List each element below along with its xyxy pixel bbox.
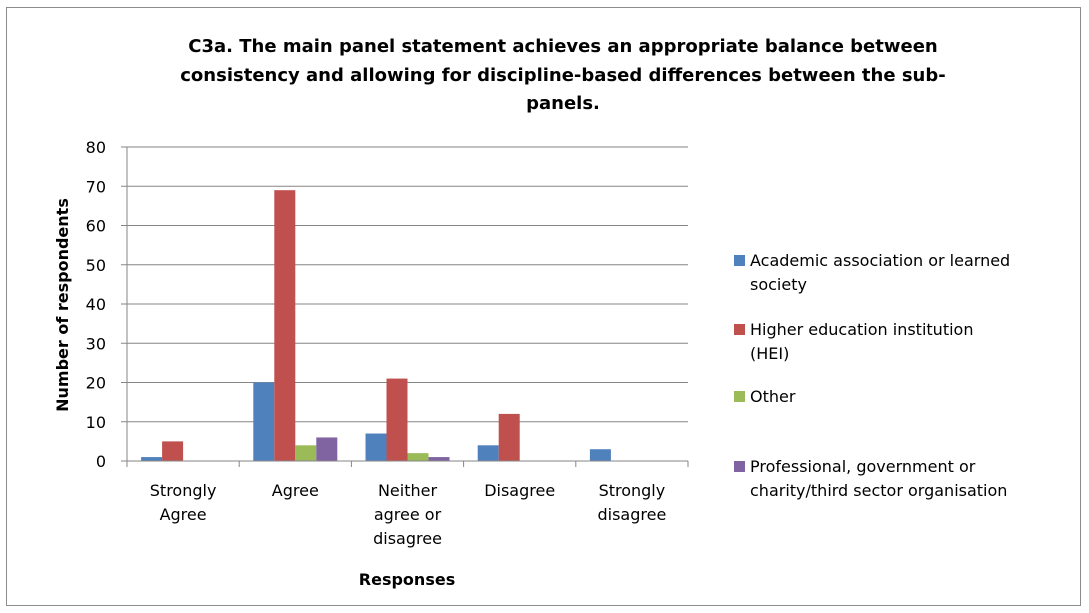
bar — [274, 190, 295, 461]
bar — [141, 457, 162, 461]
y-tick-label: 70 — [86, 177, 106, 196]
bars — [141, 190, 611, 461]
x-category-label: Strongly — [150, 481, 217, 500]
legend-label: Other — [750, 387, 796, 406]
bar — [590, 449, 611, 461]
legend-swatch — [734, 461, 745, 472]
legend-swatch — [734, 391, 745, 402]
bar — [162, 441, 183, 461]
legend-label: Professional, government or — [750, 457, 976, 476]
x-category-labels: Strongly Agree Agree Neither agree or disagre… — [150, 481, 667, 548]
bar — [499, 414, 520, 461]
legend-label: charity/third sector organisation — [750, 481, 1007, 500]
legend-label: Higher education institution — [750, 320, 973, 339]
x-category-label: disagree — [373, 529, 442, 548]
x-category-label: Neither — [378, 481, 438, 500]
x-category-label: Agree — [160, 505, 207, 524]
y-tick-label: 20 — [86, 374, 106, 393]
legend-swatch — [734, 324, 745, 335]
legend: Academic association or learned society Hi… — [734, 251, 1010, 500]
bar — [295, 445, 316, 461]
y-tick-label: 0 — [96, 452, 106, 471]
legend-label: Academic association or learned — [750, 251, 1010, 270]
chart-title-line: consistency and allowing for discipline-… — [180, 65, 945, 86]
bar — [316, 437, 337, 461]
bar — [366, 434, 387, 461]
y-tick-label: 30 — [86, 334, 106, 353]
legend-swatch — [734, 255, 745, 266]
x-category-label: agree or — [374, 505, 442, 524]
x-category-label: Strongly — [599, 481, 666, 500]
bar — [429, 457, 450, 461]
y-axis-label: Number of respondents — [53, 198, 72, 412]
y-tick-label: 50 — [86, 256, 106, 275]
y-tick-label: 80 — [86, 138, 106, 157]
y-tick-label: 10 — [86, 413, 106, 432]
bar — [408, 453, 429, 461]
bar — [253, 383, 274, 462]
y-tick-label: 40 — [86, 295, 106, 314]
x-category-label: disagree — [597, 505, 666, 524]
bar — [478, 445, 499, 461]
legend-label: (HEI) — [750, 344, 789, 363]
x-category-label: Agree — [272, 481, 319, 500]
x-axis-label: Responses — [359, 570, 455, 589]
legend-label: society — [750, 275, 807, 294]
chart-title-line: panels. — [526, 93, 600, 114]
chart-title: C3a. The main panel statement achieves a… — [180, 36, 945, 114]
chart-title-line: C3a. The main panel statement achieves a… — [188, 36, 937, 57]
bar — [387, 379, 408, 461]
y-tick-label: 60 — [86, 217, 106, 236]
x-category-label: Disagree — [484, 481, 555, 500]
y-tick-labels: 0 10 20 30 40 50 60 70 80 — [86, 138, 106, 471]
